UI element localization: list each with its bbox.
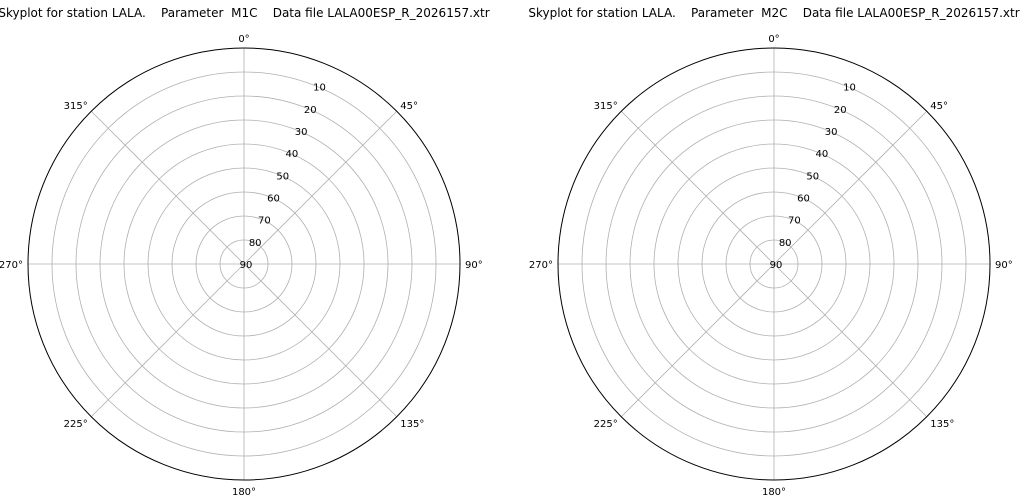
- skyplot-2: Skyplot for station LALA. Parameter M2C …: [528, 6, 1019, 498]
- angular-gridline: [90, 263, 245, 418]
- radial-tick-label: 40: [816, 149, 829, 160]
- angle-tick-label: 270°: [529, 260, 553, 271]
- chart-title: Skyplot for station LALA. Parameter M1C …: [0, 6, 490, 20]
- radial-tick-label: 80: [779, 238, 792, 249]
- angular-gridline: [620, 110, 775, 265]
- radial-tick-label: 70: [788, 216, 801, 227]
- angle-tick-label: 315°: [64, 101, 88, 112]
- radial-tick-label: 90: [770, 260, 783, 271]
- polar-frame: [557, 47, 991, 481]
- radial-tick-label: 80: [249, 238, 262, 249]
- radial-tick-label: 10: [843, 83, 856, 94]
- angle-tick-label: 0°: [238, 34, 249, 45]
- radial-tick-label: 50: [276, 171, 289, 182]
- angle-tick-label: 45°: [930, 101, 948, 112]
- angular-gridline: [243, 110, 398, 265]
- angle-tick-label: 45°: [400, 101, 418, 112]
- angle-tick-label: 135°: [400, 419, 424, 430]
- radial-tick-label: 40: [286, 149, 299, 160]
- skyplot-1: Skyplot for station LALA. Parameter M1C …: [0, 6, 490, 498]
- angle-tick-label: 0°: [768, 34, 779, 45]
- angle-tick-label: 225°: [64, 419, 88, 430]
- angle-tick-label: 225°: [594, 419, 618, 430]
- angle-tick-label: 180°: [232, 487, 256, 498]
- angle-tick-label: 90°: [465, 260, 483, 271]
- angular-gridline: [620, 263, 775, 418]
- angle-tick-label: 180°: [762, 487, 786, 498]
- angular-gridline: [773, 263, 928, 418]
- radial-tick-label: 70: [258, 216, 271, 227]
- angle-tick-label: 315°: [594, 101, 618, 112]
- radial-tick-label: 20: [304, 105, 317, 116]
- radial-tick-label: 50: [806, 171, 819, 182]
- angle-tick-label: 135°: [930, 419, 954, 430]
- radial-tick-label: 10: [313, 83, 326, 94]
- radial-tick-label: 20: [834, 105, 847, 116]
- radial-tick-label: 60: [267, 193, 280, 204]
- angular-gridline: [243, 263, 398, 418]
- radial-tick-label: 90: [240, 260, 253, 271]
- radial-tick-label: 60: [797, 193, 810, 204]
- angular-gridline: [90, 110, 245, 265]
- angle-tick-label: 90°: [995, 260, 1013, 271]
- radial-tick-label: 30: [295, 127, 308, 138]
- polar-frame: [27, 47, 461, 481]
- chart-title: Skyplot for station LALA. Parameter M2C …: [528, 6, 1019, 20]
- angular-gridline: [773, 110, 928, 265]
- radial-tick-label: 30: [825, 127, 838, 138]
- angle-tick-label: 270°: [0, 260, 23, 271]
